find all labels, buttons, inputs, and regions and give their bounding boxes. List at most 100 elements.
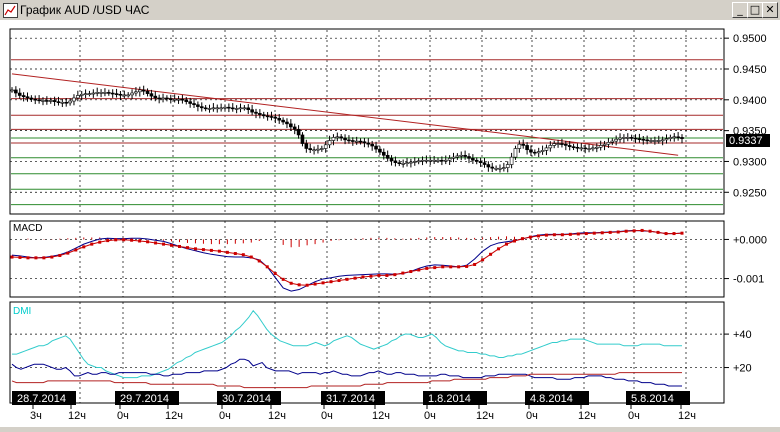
price-bar	[637, 138, 642, 140]
date-label-bg	[321, 391, 385, 405]
price-bar	[99, 92, 103, 94]
price-bar	[141, 89, 146, 92]
date-label: 5.8.2014	[631, 393, 674, 405]
hour-label: 0ч	[117, 410, 129, 422]
price-bar	[370, 143, 374, 147]
price-bar	[641, 138, 646, 141]
close-icon: ✕	[765, 3, 775, 16]
macd-signal-point	[656, 230, 660, 234]
price-bar	[490, 166, 495, 169]
price-bar	[285, 121, 289, 125]
macd-signal-point	[201, 248, 205, 252]
price-bar	[401, 163, 405, 165]
macd-tick-label: -0.001	[733, 274, 764, 286]
macd-signal-point	[433, 266, 437, 270]
price-bar	[289, 123, 293, 128]
price-bar	[14, 89, 18, 94]
macd-signal-point	[640, 228, 644, 232]
price-bar	[575, 146, 580, 149]
price-bar	[455, 155, 460, 158]
macd-panel[interactable]	[9, 220, 725, 298]
macd-signal-point	[536, 234, 540, 238]
price-bar	[381, 151, 386, 156]
macd-signal-point	[505, 242, 509, 246]
price-bar	[107, 92, 111, 94]
price-bar	[138, 89, 142, 93]
date-label: 1.8.2014	[428, 393, 471, 405]
price-bar	[250, 109, 254, 113]
price-bar	[261, 114, 266, 117]
price-bar	[424, 159, 429, 162]
title-bar[interactable]: График AUD /USD ЧАС _ □ ✕	[0, 0, 780, 21]
price-panel[interactable]	[9, 28, 725, 215]
macd-signal-point	[369, 274, 373, 278]
macd-signal-point	[241, 253, 245, 257]
date-label-bg	[423, 391, 487, 405]
macd-signal-point	[473, 262, 477, 266]
price-bar	[339, 136, 343, 139]
macd-signal-point	[345, 277, 349, 281]
macd-signal-point	[576, 232, 580, 236]
macd-signal-point	[600, 231, 604, 235]
date-label-bg	[525, 391, 589, 405]
price-bar	[610, 140, 615, 143]
price-bar	[467, 156, 471, 159]
price-bar	[122, 94, 127, 97]
price-bar	[498, 167, 502, 170]
price-bar	[416, 160, 421, 163]
price-bar	[393, 160, 398, 163]
price-bar	[598, 145, 603, 148]
price-bar	[211, 107, 216, 110]
price-bar	[269, 116, 274, 118]
close-button[interactable]: ✕	[762, 2, 778, 18]
macd-signal-point	[377, 273, 381, 277]
price-bar	[583, 147, 587, 150]
maximize-button[interactable]: □	[747, 2, 763, 18]
price-bar	[474, 159, 479, 162]
minimize-button[interactable]: _	[732, 2, 748, 18]
price-bar	[676, 136, 680, 139]
dmi-plus-line	[11, 358, 682, 387]
price-bar	[76, 95, 80, 99]
date-label: 31.7.2014	[326, 393, 375, 405]
price-bar	[234, 108, 239, 110]
price-bar	[653, 140, 657, 142]
macd-signal-point	[592, 231, 596, 235]
price-bar	[397, 162, 402, 164]
price-bar	[161, 97, 165, 100]
price-bar	[199, 106, 204, 109]
macd-signal-point	[265, 265, 269, 269]
price-bar	[505, 164, 510, 168]
price-bar	[343, 137, 347, 141]
price-bar	[389, 158, 394, 162]
price-bar	[273, 116, 278, 119]
macd-signal-point	[680, 231, 684, 235]
price-bar	[33, 98, 38, 101]
price-bar	[664, 138, 669, 141]
price-bar	[21, 95, 26, 98]
macd-signal-point	[441, 265, 445, 269]
macd-signal-point	[560, 233, 564, 237]
macd-signal-point	[257, 259, 261, 263]
price-bar	[629, 137, 634, 139]
price-bar	[567, 145, 572, 147]
price-bar	[486, 164, 491, 168]
price-bar	[544, 147, 549, 151]
price-bar	[192, 103, 196, 106]
macd-signal-point	[34, 256, 38, 260]
price-bar	[296, 129, 301, 136]
macd-signal-point	[74, 248, 78, 252]
chart-area[interactable]: 0.9500 0.9450 0.9400 0.9350 0.9300 0.9250 +0.…	[0, 20, 780, 427]
price-bar	[72, 97, 76, 102]
price-bar	[118, 93, 123, 96]
price-bar	[172, 98, 177, 101]
price-bar	[602, 143, 607, 146]
price-bar	[378, 148, 382, 153]
macd-signal-point	[544, 233, 548, 237]
macd-signal-point	[10, 255, 14, 259]
dmi-panel[interactable]	[9, 301, 725, 404]
price-bar	[304, 143, 309, 149]
price-bar	[223, 106, 227, 109]
macd-signal-point	[297, 283, 301, 287]
macd-signal-point	[353, 276, 357, 280]
